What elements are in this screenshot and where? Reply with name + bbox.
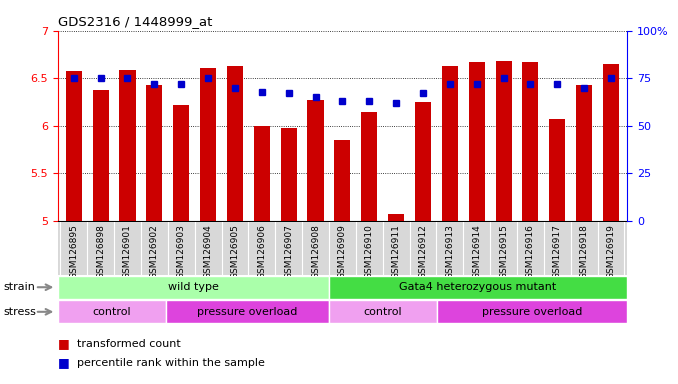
Text: wild type: wild type: [167, 282, 219, 292]
Bar: [468, 62, 485, 221]
Text: GSM126907: GSM126907: [284, 224, 293, 279]
Text: GSM126895: GSM126895: [69, 224, 78, 279]
Text: GSM126906: GSM126906: [257, 224, 266, 279]
Bar: [334, 140, 351, 221]
Text: GSM126903: GSM126903: [177, 224, 186, 279]
Bar: [119, 70, 136, 221]
Bar: [437, 300, 627, 323]
Bar: [173, 105, 189, 221]
Bar: [415, 102, 431, 221]
Bar: [58, 300, 166, 323]
Text: GSM126913: GSM126913: [445, 224, 454, 279]
Bar: [58, 276, 329, 299]
Text: GSM126909: GSM126909: [338, 224, 347, 279]
Text: stress: stress: [3, 307, 36, 317]
Text: transformed count: transformed count: [77, 339, 180, 349]
Text: GSM126904: GSM126904: [203, 224, 213, 279]
Text: GSM126901: GSM126901: [123, 224, 132, 279]
Bar: [200, 68, 216, 221]
Text: GSM126916: GSM126916: [526, 224, 535, 279]
Bar: [496, 61, 512, 221]
Text: GSM126902: GSM126902: [150, 224, 159, 279]
Bar: [603, 64, 619, 221]
Text: GSM126914: GSM126914: [472, 224, 481, 279]
Text: pressure overload: pressure overload: [197, 307, 298, 317]
Text: GSM126910: GSM126910: [365, 224, 374, 279]
Bar: [227, 66, 243, 221]
Text: pressure overload: pressure overload: [482, 307, 582, 317]
Text: GSM126912: GSM126912: [418, 224, 428, 279]
Bar: [388, 214, 404, 221]
Text: control: control: [364, 307, 402, 317]
Bar: [329, 276, 627, 299]
Text: control: control: [93, 307, 131, 317]
Text: GSM126919: GSM126919: [607, 224, 616, 279]
Bar: [281, 127, 297, 221]
Text: GSM126898: GSM126898: [96, 224, 105, 279]
Bar: [307, 100, 323, 221]
Bar: [166, 300, 329, 323]
Bar: [254, 126, 270, 221]
Bar: [146, 85, 163, 221]
Bar: [66, 71, 82, 221]
Bar: [361, 113, 378, 221]
Text: ■: ■: [58, 356, 69, 369]
Text: GSM126918: GSM126918: [580, 224, 589, 279]
Text: GSM126915: GSM126915: [499, 224, 508, 279]
Text: GSM126905: GSM126905: [231, 224, 239, 279]
Bar: [442, 66, 458, 221]
Text: strain: strain: [3, 282, 35, 292]
Text: GSM126911: GSM126911: [392, 224, 401, 279]
Bar: [576, 85, 592, 221]
Text: percentile rank within the sample: percentile rank within the sample: [77, 358, 264, 368]
Text: GSM126917: GSM126917: [553, 224, 562, 279]
Text: Gata4 heterozygous mutant: Gata4 heterozygous mutant: [399, 282, 557, 292]
Bar: [549, 119, 565, 221]
Bar: [329, 300, 437, 323]
Text: GDS2316 / 1448999_at: GDS2316 / 1448999_at: [58, 15, 212, 28]
Bar: [93, 89, 108, 221]
Bar: [522, 62, 538, 221]
Text: ■: ■: [58, 337, 69, 350]
Text: GSM126908: GSM126908: [311, 224, 320, 279]
